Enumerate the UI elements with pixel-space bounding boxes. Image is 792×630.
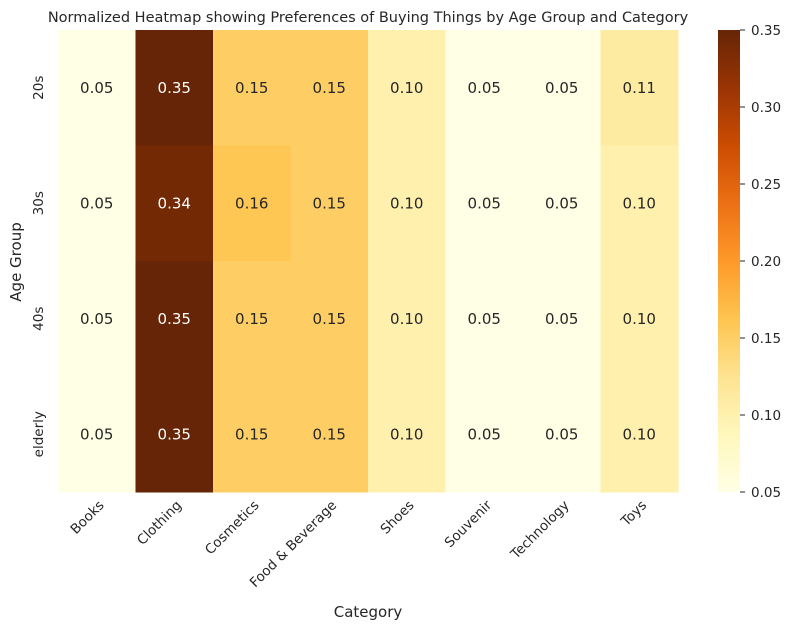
heatmap-cell: [368, 376, 446, 493]
cell-value-label: 0.15: [235, 310, 268, 328]
heatmap-cell: [135, 376, 214, 493]
cell-value-label: 0.05: [545, 310, 578, 328]
cell-value-label: 0.16: [235, 194, 268, 212]
heatmap-cell: [445, 261, 524, 377]
heatmap-cell: [135, 145, 214, 262]
colorbar-tick-label: 0.05: [751, 485, 781, 501]
heatmap-cell: [368, 30, 446, 146]
colorbar-ticks: 0.05 0.10 0.15 0.20 0.25 0.30 0.35: [740, 23, 781, 501]
heatmap-cell: [58, 30, 136, 146]
heatmap-cell: [445, 30, 524, 146]
cell-value-label: 0.05: [545, 79, 578, 97]
colorbar-tick-label: 0.25: [751, 177, 781, 193]
x-tick-label: Souvenir: [442, 497, 496, 551]
heatmap-cell: [290, 376, 369, 493]
cell-value-label: 0.05: [545, 194, 578, 212]
cell-value-label: 0.15: [313, 79, 346, 97]
x-tick-label: Clothing: [134, 498, 185, 549]
y-tick-label: 20s: [31, 76, 47, 100]
x-tick-label: Technology: [507, 498, 573, 564]
heatmap-cell: [600, 261, 679, 377]
cell-value-label: 0.35: [158, 425, 191, 443]
colorbar-tick-label: 0.15: [751, 331, 781, 347]
heatmap-cell: [213, 376, 291, 493]
y-tick-label: 40s: [31, 307, 47, 331]
x-tick-label: Cosmetics: [202, 498, 263, 559]
heatmap-cell: [523, 30, 601, 146]
heatmap-cell: [58, 145, 136, 262]
heatmap-cell: [523, 261, 601, 377]
chart-title: Normalized Heatmap showing Preferences o…: [48, 10, 689, 26]
x-tick-label: Shoes: [377, 498, 417, 538]
cell-value-label: 0.10: [390, 79, 423, 97]
x-axis-label: Category: [334, 603, 403, 621]
cell-value-label: 0.15: [235, 79, 268, 97]
heatmap-cell: [213, 30, 291, 146]
colorbar-tick-label: 0.35: [751, 23, 781, 39]
cell-value-label: 0.05: [545, 425, 578, 443]
colorbar-tick-label: 0.30: [751, 100, 781, 116]
colorbar-tick-label: 0.10: [751, 408, 781, 424]
cell-value-label: 0.05: [468, 194, 501, 212]
cell-value-label: 0.10: [623, 425, 656, 443]
cell-value-label: 0.05: [468, 79, 501, 97]
cell-value-label: 0.05: [80, 79, 113, 97]
heatmap-cell: [368, 145, 446, 262]
y-tick-label: 30s: [31, 191, 47, 215]
cell-value-label: 0.10: [390, 310, 423, 328]
cell-value-label: 0.11: [623, 79, 656, 97]
cell-value-label: 0.34: [158, 194, 191, 212]
heatmap-cells: 0.05 0.35 0.15 0.15 0.10 0.05 0.05 0.11 0.05 0.34…: [58, 30, 679, 493]
cell-value-label: 0.15: [313, 194, 346, 212]
heatmap-cell: [368, 261, 446, 377]
heatmap-cell: [290, 261, 369, 377]
cell-value-label: 0.05: [80, 425, 113, 443]
x-tick-label: Food & Beverage: [247, 498, 340, 591]
cell-value-label: 0.05: [80, 310, 113, 328]
heatmap-cell: [600, 145, 679, 262]
heatmap-cell: [58, 376, 136, 493]
cell-value-label: 0.35: [158, 79, 191, 97]
heatmap-cell: [523, 376, 601, 493]
heatmap-cell: [445, 376, 524, 493]
x-tick-label: Books: [68, 498, 108, 538]
cell-value-label: 0.05: [80, 194, 113, 212]
heatmap-cell: [600, 30, 679, 146]
x-tick-label: Toys: [617, 498, 650, 531]
colorbar: [718, 30, 740, 492]
heatmap-cell: [290, 30, 369, 146]
y-tick-label: elderly: [31, 411, 47, 457]
cell-value-label: 0.10: [623, 194, 656, 212]
cell-value-label: 0.15: [313, 310, 346, 328]
cell-value-label: 0.05: [468, 310, 501, 328]
cell-value-label: 0.10: [390, 194, 423, 212]
cell-value-label: 0.15: [313, 425, 346, 443]
heatmap-cell: [213, 261, 291, 377]
cell-value-label: 0.15: [235, 425, 268, 443]
heatmap-cell: [213, 145, 291, 262]
cell-value-label: 0.35: [158, 310, 191, 328]
y-tick-labels: 20s 30s 40s elderly: [31, 76, 47, 458]
heatmap-cell: [600, 376, 679, 493]
cell-value-label: 0.10: [623, 310, 656, 328]
heatmap-cell: [290, 145, 369, 262]
heatmap-cell: [58, 261, 136, 377]
cell-value-label: 0.05: [468, 425, 501, 443]
heatmap-cell: [135, 261, 214, 377]
colorbar-tick-label: 0.20: [751, 254, 781, 270]
heatmap-cell: [523, 145, 601, 262]
heatmap-cell: [445, 145, 524, 262]
heatmap-cell: [135, 30, 214, 146]
y-axis-label: Age Group: [7, 222, 25, 301]
cell-value-label: 0.10: [390, 425, 423, 443]
